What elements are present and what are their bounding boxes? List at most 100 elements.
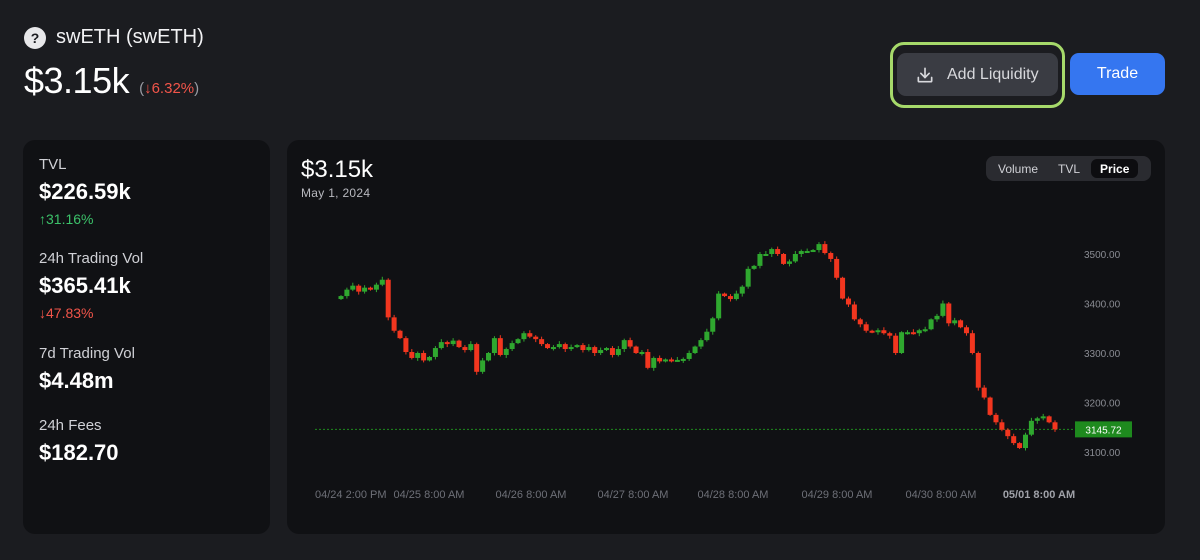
add-liquidity-highlight — [890, 42, 1065, 108]
candle-body — [1052, 422, 1058, 430]
candle-body — [456, 340, 462, 348]
candle-body — [828, 253, 834, 259]
candle-body — [969, 333, 975, 353]
add-liquidity-button[interactable]: Add Liquidity — [897, 53, 1058, 96]
candle-body — [698, 340, 704, 347]
last-price-badge — [1075, 421, 1132, 438]
x-tick-label: 04/28 8:00 AM — [698, 489, 769, 501]
candle-body — [792, 254, 798, 262]
candle-body — [427, 356, 433, 361]
chart-mode-toggle: Volume TVL Price — [986, 156, 1151, 181]
stats-card: TVL $226.59k ↑31.16% 24h Trading Vol $36… — [23, 140, 270, 534]
candle-body — [893, 335, 899, 353]
x-tick-label: 04/25 8:00 AM — [394, 489, 465, 501]
candle-body — [1034, 418, 1040, 421]
candle-body — [674, 359, 680, 362]
candle-body — [539, 339, 545, 345]
chart-card: $3.15k May 1, 2024 Volume TVL Price 3500… — [287, 140, 1165, 534]
candle-body — [881, 330, 887, 334]
y-tick-label: 3400.00 — [1084, 300, 1121, 311]
token-price: $3.15k — [24, 60, 130, 101]
x-tick-label: 04/27 8:00 AM — [598, 489, 669, 501]
candle-body — [391, 317, 397, 331]
candle-body — [367, 287, 374, 290]
candle-body — [580, 345, 586, 351]
candle-body — [904, 332, 910, 335]
candle-body — [840, 277, 846, 299]
candle-body — [1022, 434, 1029, 449]
candle-body — [415, 353, 421, 358]
candle-body — [521, 333, 527, 340]
candle-body — [651, 357, 657, 368]
candle-body — [356, 285, 362, 292]
candle-body — [981, 387, 987, 398]
candle-body — [993, 414, 999, 423]
candle-body — [727, 296, 733, 300]
candle-body — [940, 303, 946, 316]
token-name: swETH (swETH) — [56, 26, 204, 48]
candle-body — [887, 333, 893, 336]
candle-body — [899, 332, 905, 353]
price-change-value: 6.32% — [151, 80, 195, 97]
candle-body — [1017, 443, 1023, 449]
candle-body — [999, 422, 1005, 430]
candle-body — [362, 287, 368, 292]
x-tick-label: 04/30 8:00 AM — [906, 489, 977, 501]
candle-body — [875, 330, 881, 333]
candle-body — [397, 330, 403, 339]
candle-body — [1046, 416, 1052, 423]
candle-body — [798, 251, 804, 254]
candle-body — [409, 352, 415, 358]
candle-body — [344, 289, 350, 297]
candle-body — [763, 254, 769, 256]
candle-body — [1011, 436, 1017, 444]
candle-body — [503, 349, 509, 355]
question-circle-icon: ? — [24, 26, 46, 49]
candle-body — [556, 344, 562, 348]
candle-body — [786, 261, 792, 264]
candle-body — [604, 348, 610, 351]
candle-body — [592, 347, 598, 353]
stat-tvl-value: $226.59k — [39, 179, 131, 204]
trade-button[interactable]: Trade — [1070, 53, 1165, 95]
candle-body — [834, 258, 840, 278]
stat-vol24h-change-value: 47.83% — [46, 305, 94, 321]
candle-body — [757, 254, 763, 266]
chart-price: $3.15k — [301, 156, 374, 183]
candle-body — [615, 349, 621, 355]
x-tick-label: 05/01 8:00 AM — [1003, 489, 1075, 501]
tab-price[interactable]: Price — [1091, 159, 1139, 178]
stat-fees24h-value: $182.70 — [39, 440, 119, 465]
candle-body — [373, 284, 379, 290]
y-tick-label: 3100.00 — [1084, 448, 1121, 459]
candle-body — [403, 338, 409, 353]
tab-tvl[interactable]: TVL — [1058, 161, 1081, 176]
candle-body — [438, 342, 444, 349]
stat-vol24h-change: ↓47.83% — [39, 305, 143, 321]
candle-body — [775, 249, 781, 254]
y-tick-label: 3500.00 — [1084, 250, 1121, 261]
stat-tvl: TVL $226.59k ↑31.16% — [39, 156, 131, 227]
x-tick-label: 04/26 8:00 AM — [496, 489, 567, 501]
candle-body — [462, 347, 468, 351]
candle-body — [739, 286, 745, 294]
candle-body — [444, 342, 450, 345]
candle-body — [710, 318, 716, 332]
download-icon — [917, 67, 933, 82]
candle-body — [804, 251, 810, 254]
candle-body — [922, 329, 928, 332]
candle-body — [733, 293, 739, 300]
candle-body — [509, 343, 515, 350]
candle-body — [863, 324, 869, 331]
candle-body — [946, 303, 952, 324]
price-change: (↓6.32%) — [139, 80, 199, 97]
x-tick-label: 04/24 2:00 PM — [315, 489, 387, 501]
price-chart[interactable]: 3500.00 3400.00 3300.00 3200.00 3100.00 04/24… — [287, 140, 1165, 534]
tab-volume[interactable]: Volume — [998, 161, 1039, 176]
paren-open: ( — [139, 80, 145, 97]
candle-body — [1028, 420, 1034, 435]
candle-body — [975, 353, 981, 388]
candle-body — [450, 340, 456, 345]
candle-body — [468, 344, 474, 351]
stat-vol7d-label: 7d Trading Vol — [39, 345, 135, 362]
